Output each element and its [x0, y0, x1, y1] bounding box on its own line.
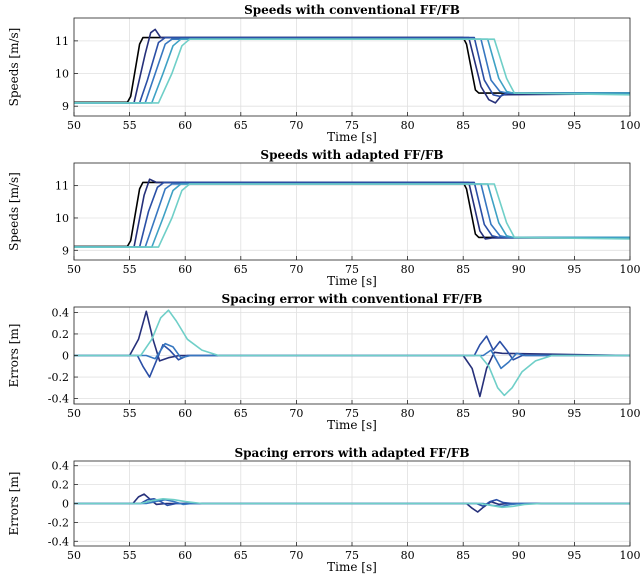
x-tick-label: 65: [234, 119, 248, 132]
y-tick-label: -0.2: [48, 371, 69, 384]
x-tick-label: 90: [512, 119, 526, 132]
panel-3: 50 55 60 65 70 75 80 85 90 95 100 -0.4 -0.2 0 0.2 0.4 Sp…: [7, 292, 641, 432]
x-tick-label: 55: [123, 263, 137, 276]
series-line-3: [74, 498, 630, 508]
x-tick-label: 70: [289, 549, 303, 562]
y-axis-label: Errors [m]: [7, 324, 21, 388]
x-tick-label: 95: [567, 119, 581, 132]
y-axis-label: Errors [m]: [7, 472, 21, 536]
y-tick-label: -0.4: [48, 393, 69, 406]
x-tick-label: 100: [620, 407, 641, 420]
panel-2: 50 55 60 65 70 75 80 85 90 95 100 9 10 11 Speeds with …: [7, 148, 641, 288]
y-tick-label: -0.2: [48, 516, 69, 529]
x-axis-label: Time [s]: [327, 130, 377, 144]
x-tick-label: 60: [178, 119, 192, 132]
y-tick-label: 0: [62, 498, 69, 511]
y-tick-label: 0.2: [52, 479, 70, 492]
panel-1: 50 55 60 65 70 75 80 85 90 95 100 9 10 11 Speeds with …: [7, 3, 641, 144]
chart-title: Speeds with conventional FF/FB: [244, 3, 460, 17]
x-tick-label: 95: [567, 263, 581, 276]
y-tick-label: 9: [62, 100, 69, 113]
series-line-6: [74, 183, 631, 248]
y-tick-label: 10: [55, 212, 69, 225]
series-line-3: [74, 181, 630, 248]
x-tick-label: 85: [456, 407, 470, 420]
y-tick-label: 9: [62, 244, 69, 257]
y-tick-label: 0.4: [52, 306, 70, 319]
x-tick-label: 85: [456, 263, 470, 276]
y-tick-label: 11: [55, 35, 69, 48]
x-tick-label: 75: [345, 407, 359, 420]
x-tick-label: 75: [345, 549, 359, 562]
x-tick-label: 80: [401, 119, 415, 132]
x-tick-label: 100: [620, 263, 641, 276]
x-tick-label: 60: [178, 263, 192, 276]
x-tick-label: 55: [123, 119, 137, 132]
x-tick-label: 55: [123, 407, 137, 420]
x-tick-label: 55: [123, 549, 137, 562]
x-tick-label: 50: [67, 263, 81, 276]
x-tick-label: 95: [567, 407, 581, 420]
x-tick-label: 95: [567, 549, 581, 562]
y-axis-label: Speeds [m/s]: [7, 28, 21, 107]
x-tick-label: 80: [401, 263, 415, 276]
x-tick-label: 75: [345, 263, 359, 276]
series-line-4: [74, 309, 630, 397]
y-tick-label: 11: [55, 180, 69, 193]
x-tick-label: 90: [512, 549, 526, 562]
y-tick-label: 0.4: [52, 460, 70, 473]
y-tick-label: 10: [55, 68, 69, 81]
x-tick-label: 50: [67, 549, 81, 562]
x-tick-label: 90: [512, 263, 526, 276]
x-tick-label: 80: [401, 549, 415, 562]
series-line-4: [74, 498, 630, 509]
x-axis-label: Time [s]: [327, 418, 377, 432]
x-tick-label: 60: [178, 549, 192, 562]
x-tick-label: 100: [620, 119, 641, 132]
y-tick-label: 0: [62, 350, 69, 363]
y-tick-label: 0.2: [52, 328, 70, 341]
chart-title: Spacing errors with adapted FF/FB: [234, 446, 469, 460]
y-axis-label: Speeds [m/s]: [7, 172, 21, 251]
x-tick-label: 50: [67, 407, 81, 420]
x-tick-label: 60: [178, 407, 192, 420]
x-axis-label: Time [s]: [327, 560, 377, 574]
x-tick-label: 50: [67, 119, 81, 132]
x-axis-label: Time [s]: [327, 274, 377, 288]
chart-title: Speeds with adapted FF/FB: [260, 148, 443, 162]
chart-title: Spacing error with conventional FF/FB: [222, 292, 483, 306]
x-tick-label: 65: [234, 263, 248, 276]
x-tick-label: 80: [401, 407, 415, 420]
x-tick-label: 100: [620, 549, 641, 562]
x-tick-label: 85: [456, 549, 470, 562]
y-tick-label: -0.4: [48, 535, 69, 548]
series-line-6: [74, 38, 631, 104]
x-tick-label: 65: [234, 549, 248, 562]
x-tick-label: 70: [289, 263, 303, 276]
x-tick-label: 70: [289, 407, 303, 420]
series-line-3: [74, 36, 630, 104]
x-tick-label: 85: [456, 119, 470, 132]
x-tick-label: 65: [234, 407, 248, 420]
x-tick-label: 90: [512, 407, 526, 420]
panel-4: 50 55 60 65 70 75 80 85 90 95 100 -0.4 -0.2 0 0.2 0.4 Sp…: [7, 446, 641, 574]
x-tick-label: 75: [345, 119, 359, 132]
x-tick-label: 70: [289, 119, 303, 132]
